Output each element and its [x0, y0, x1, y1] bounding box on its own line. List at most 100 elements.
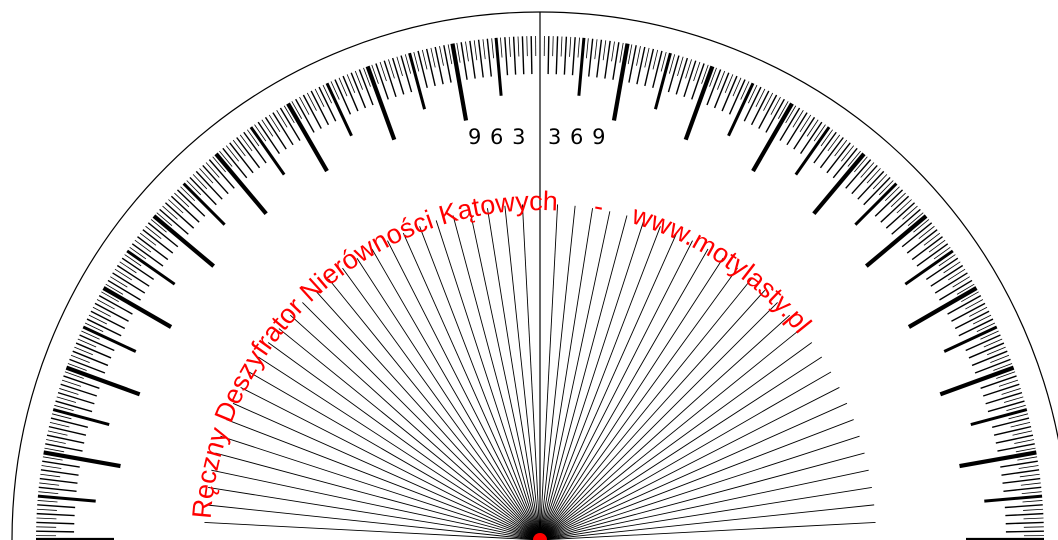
scale-tick — [786, 112, 808, 146]
scale-tick — [693, 61, 701, 82]
scale-tick — [602, 40, 607, 61]
scale-tick — [391, 57, 405, 95]
scale-tick — [354, 70, 363, 90]
scale-tick — [404, 54, 412, 74]
fan-ray — [257, 356, 541, 540]
scale-tick — [39, 482, 60, 486]
scale-tick — [261, 119, 274, 137]
scale-tick — [907, 212, 924, 226]
scale-tick — [874, 189, 904, 217]
scale-tick — [770, 96, 781, 115]
scale-tick — [812, 152, 866, 216]
scale-tick — [939, 279, 973, 301]
scale-tick — [970, 408, 1028, 427]
scale-tick — [77, 338, 97, 348]
scale-tick — [279, 107, 301, 141]
scale-tick — [119, 261, 137, 274]
scale-tick — [208, 159, 235, 189]
fan-ray — [539, 486, 872, 540]
scale-tick — [863, 176, 891, 206]
fan-ray — [539, 302, 778, 540]
scale-tick — [952, 276, 970, 288]
scale-tick — [819, 137, 844, 169]
scale-tick — [225, 145, 240, 162]
pivot-dot — [533, 533, 547, 540]
scale-tick — [107, 279, 141, 301]
fan-ray — [402, 232, 541, 540]
scale-tick — [627, 44, 633, 65]
scale-tick — [79, 334, 115, 352]
scale-tick — [512, 36, 517, 75]
scale-tick — [50, 417, 89, 428]
scale-tick — [985, 391, 1023, 405]
scale-tick — [456, 42, 461, 63]
scale-tick — [236, 137, 261, 169]
scale-tick — [743, 86, 762, 122]
scale-tick — [365, 65, 397, 141]
scale-tick — [1002, 477, 1041, 484]
scale-tick — [86, 318, 122, 337]
scale-tick — [42, 460, 80, 468]
fan-ray — [521, 204, 541, 540]
scale-tick — [306, 92, 317, 111]
scale-tick — [44, 447, 65, 453]
scale-tick — [268, 114, 281, 133]
scale-tick — [974, 358, 1011, 374]
scale-tick — [779, 107, 801, 141]
scale-tick — [1003, 396, 1024, 403]
scale-tick — [232, 139, 246, 157]
scale-tick — [363, 67, 371, 87]
scale-tick — [1008, 413, 1029, 420]
fan-ray — [208, 486, 541, 540]
scale-tick — [1023, 508, 1044, 511]
scale-tick — [195, 170, 223, 200]
scale-tick — [74, 346, 93, 356]
scale-tick — [202, 164, 229, 195]
scale-tick — [295, 98, 315, 133]
scale-tick — [51, 413, 72, 420]
scale-tick — [987, 400, 1025, 413]
scale-tick — [439, 46, 444, 66]
scale-tick — [732, 77, 742, 97]
scale-tick — [450, 43, 469, 121]
scale-tick — [38, 491, 59, 495]
scale-tick — [105, 283, 124, 295]
scale-tick — [1023, 526, 1044, 528]
scale-tick — [820, 129, 833, 147]
scale-tick — [421, 49, 428, 70]
scale-tick — [69, 358, 106, 374]
scale-tick — [612, 42, 620, 80]
scale-tick — [706, 69, 722, 106]
fan-ray — [539, 289, 766, 540]
scale-tick — [993, 363, 1013, 371]
scale-tick — [827, 134, 841, 152]
scale-tick — [619, 42, 624, 63]
scale-tick — [968, 342, 1005, 359]
fan-ray — [539, 240, 693, 540]
scale-tick — [159, 208, 189, 235]
scale-tick — [928, 239, 946, 253]
scale-tick — [980, 375, 1017, 389]
scale-tick — [794, 126, 831, 176]
scale-tick — [152, 214, 216, 268]
scale-tick — [350, 72, 367, 109]
scale-tick — [799, 114, 812, 133]
fan-ray — [539, 205, 576, 540]
scale-tick — [49, 421, 70, 428]
scale-tick — [408, 52, 427, 110]
scale-tick — [904, 249, 954, 286]
scale-tick — [90, 310, 126, 330]
scale-tick — [987, 346, 1006, 356]
fan-ray — [278, 328, 541, 540]
scale-tick — [959, 450, 1037, 469]
scale-tick — [748, 84, 758, 104]
fan-ray — [232, 402, 541, 540]
fan-ray — [539, 435, 860, 540]
scale-tick — [785, 105, 797, 124]
scale-tick — [813, 131, 837, 164]
fan-ray — [387, 240, 541, 540]
fan-ray — [539, 248, 709, 540]
scale-tick — [721, 75, 738, 112]
scale-tick — [996, 371, 1016, 379]
